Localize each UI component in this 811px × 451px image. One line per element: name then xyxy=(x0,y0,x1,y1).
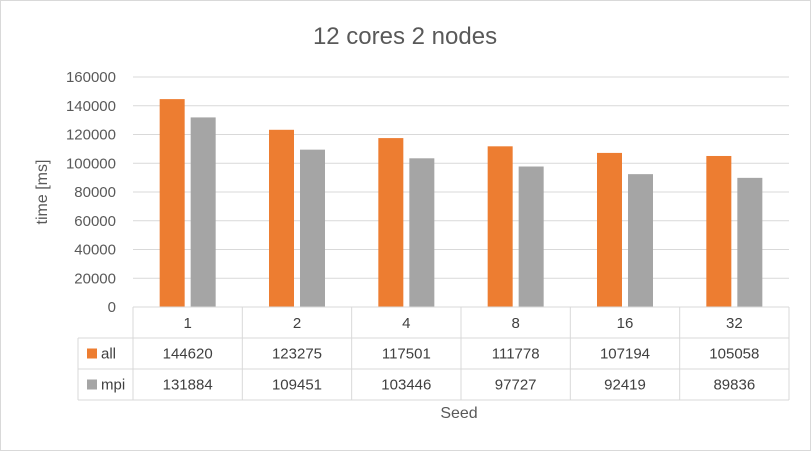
bar-all xyxy=(159,99,185,307)
y-tick-label: 100000 xyxy=(66,155,116,172)
bar-all xyxy=(269,129,294,307)
y-tick-label: 0 xyxy=(108,299,116,316)
data-label-mpi: 103446 xyxy=(381,377,431,394)
x-tick-label: 32 xyxy=(726,315,743,332)
y-tick-label: 40000 xyxy=(74,242,116,259)
data-label-mpi: 97727 xyxy=(495,377,537,394)
y-tick-label: 60000 xyxy=(74,213,116,230)
bar-mpi xyxy=(409,158,435,307)
data-label-mpi: 89836 xyxy=(713,377,755,394)
data-label-mpi: 131884 xyxy=(163,377,213,394)
y-tick-label: 160000 xyxy=(66,69,116,86)
data-label-all: 105058 xyxy=(709,346,759,363)
data-label-mpi: 92419 xyxy=(604,377,646,394)
bar-mpi xyxy=(518,166,544,307)
legend-label-all: all xyxy=(101,346,116,363)
bars xyxy=(159,99,763,307)
data-label-all: 123275 xyxy=(272,346,322,363)
data-label-all: 117501 xyxy=(382,346,431,363)
bar-mpi xyxy=(737,177,763,307)
legend-swatch-mpi xyxy=(87,379,97,390)
x-axis-label: Seed xyxy=(440,405,477,422)
data-label-all: 107194 xyxy=(600,346,650,363)
y-tick-label: 120000 xyxy=(66,127,116,144)
chart-title: 12 cores 2 nodes xyxy=(313,23,497,50)
legend-swatch-all xyxy=(87,348,97,359)
data-label-mpi: 109451 xyxy=(272,377,322,394)
bar-mpi xyxy=(300,149,325,307)
bar-mpi xyxy=(190,117,216,307)
bar-all xyxy=(378,138,404,307)
x-tick-label: 1 xyxy=(183,315,191,332)
y-tick-label: 20000 xyxy=(74,270,116,287)
x-tick-label: 8 xyxy=(511,315,519,332)
data-label-all: 111778 xyxy=(492,346,540,363)
bar-all xyxy=(597,152,622,307)
x-tick-label: 4 xyxy=(402,315,410,332)
y-tick-label: 140000 xyxy=(66,98,116,115)
y-axis-ticks: 0 20000 40000 60000 80000 100000 120000 140000 1… xyxy=(66,69,116,316)
bar-all xyxy=(487,146,513,307)
x-tick-label: 16 xyxy=(617,315,634,332)
data-label-all: 144620 xyxy=(163,346,213,363)
bar-mpi xyxy=(628,174,653,307)
y-axis-label: time [ms] xyxy=(34,160,51,225)
legend-label-mpi: mpi xyxy=(101,377,125,394)
data-table: 1 2 4 8 16 32 all 144620 123275 117501 111778 10719… xyxy=(77,306,790,401)
x-tick-label: 2 xyxy=(293,315,301,332)
bar-all xyxy=(706,155,732,307)
y-tick-label: 80000 xyxy=(74,184,116,201)
